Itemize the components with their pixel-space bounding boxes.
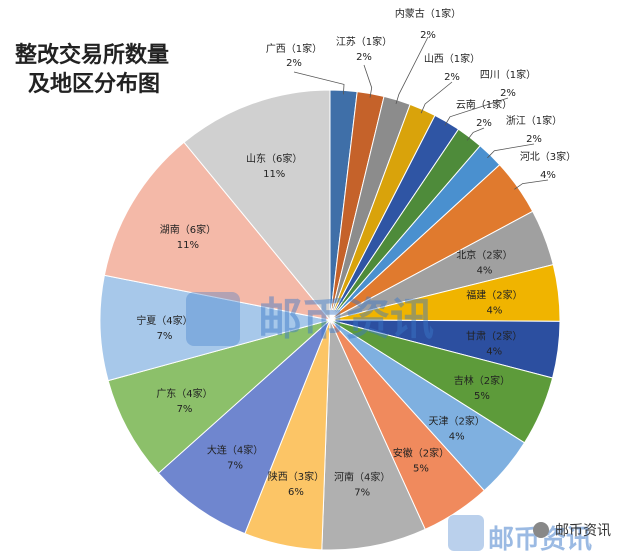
slice-percent-4: 2% <box>500 88 516 99</box>
slice-label-0: 广西（1家） <box>266 42 322 55</box>
slice-label-15: 陕西（3家） <box>268 470 324 483</box>
pie-slice-18 <box>99 274 331 382</box>
corner-watermark: 邮币资讯 邮币资讯 <box>448 515 611 555</box>
slice-percent-3: 2% <box>444 72 460 83</box>
slice-percent-11: 5% <box>474 391 490 402</box>
watermark: 邮币资讯 <box>186 292 434 346</box>
wechat-icon <box>533 522 549 538</box>
slice-label-14: 河南（4家） <box>334 470 390 483</box>
slice-percent-14: 7% <box>354 487 370 498</box>
slice-label-9: 福建（2家） <box>466 288 522 301</box>
slice-percent-15: 6% <box>288 487 304 498</box>
slice-percent-2: 2% <box>420 30 436 41</box>
leader-line-3 <box>420 81 453 114</box>
pie-slice-19 <box>103 141 332 321</box>
slice-label-11: 吉林（2家） <box>454 374 510 387</box>
slice-label-13: 安徽（2家） <box>393 446 449 459</box>
leader-line-5 <box>466 127 485 141</box>
slice-label-17: 广东（4家） <box>156 387 212 400</box>
chart-title-line-1: 整改交易所数量 <box>15 42 169 68</box>
leader-line-4 <box>444 97 509 126</box>
slice-percent-7: 4% <box>540 170 556 181</box>
slice-label-5: 云南（1家） <box>456 98 512 111</box>
slice-label-20: 山东（6家） <box>246 152 302 165</box>
slice-label-3: 山西（1家） <box>424 52 480 65</box>
slice-label-6: 浙江（1家） <box>506 114 562 127</box>
slice-percent-0: 2% <box>286 58 302 69</box>
corner-logo-icon <box>448 515 484 551</box>
pie-slice-20 <box>183 89 331 322</box>
pie-slices <box>99 89 561 551</box>
slice-percent-6: 2% <box>526 134 542 145</box>
slice-percent-18: 7% <box>157 331 173 342</box>
watermark-text: 邮币资讯 <box>258 294 434 345</box>
slice-label-2: 内蒙古（1家） <box>395 7 461 20</box>
slice-percent-16: 7% <box>227 461 243 472</box>
pie-slice-14 <box>321 319 426 551</box>
slice-label-1: 江苏（1家） <box>336 35 392 48</box>
leader-line-7 <box>514 179 549 190</box>
slice-labels: 广西（1家） 2% 江苏（1家） 2% 内蒙古（1家） 2% 山西（1家） 2% 四川（1家） 2… <box>136 7 576 498</box>
leader-lines <box>293 36 549 190</box>
chart-title-line-2: 及地区分布图 <box>28 71 160 97</box>
slice-label-16: 大连（4家） <box>207 444 263 457</box>
slice-percent-1: 2% <box>356 52 372 63</box>
pie-slice-17 <box>107 319 331 474</box>
slice-percent-10: 4% <box>486 347 502 358</box>
slice-percent-17: 7% <box>177 404 193 415</box>
slice-percent-5: 2% <box>476 118 492 129</box>
slice-percent-9: 4% <box>486 305 502 316</box>
leader-line-0 <box>293 71 345 95</box>
slice-label-19: 湖南（6家） <box>160 223 216 236</box>
leader-line-1 <box>363 64 373 98</box>
slice-label-4: 四川（1家） <box>480 68 536 81</box>
pie-slice-16 <box>157 319 331 535</box>
slice-percent-8: 4% <box>477 266 493 277</box>
slice-percent-13: 5% <box>413 463 429 474</box>
leader-line-6 <box>487 143 535 159</box>
watermark-logo-icon <box>186 292 240 346</box>
slice-label-12: 天津（2家） <box>429 415 485 428</box>
leader-line-2 <box>395 36 429 105</box>
corner-watermark-small: 邮币资讯 <box>555 523 611 539</box>
slice-percent-19: 11% <box>177 240 199 251</box>
slice-label-8: 北京（2家） <box>456 249 512 262</box>
slice-percent-20: 11% <box>263 169 285 180</box>
slice-label-7: 河北（3家） <box>520 150 576 163</box>
slice-label-10: 甘肃（2家） <box>466 330 522 343</box>
slice-label-18: 宁夏（4家） <box>136 314 192 327</box>
slice-percent-12: 4% <box>449 432 465 443</box>
